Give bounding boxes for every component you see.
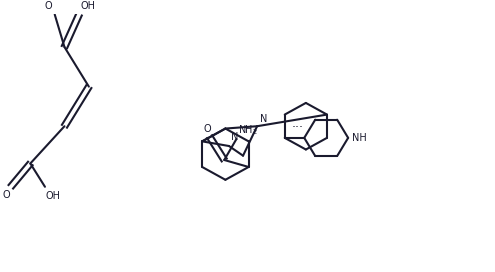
- Text: OH: OH: [80, 1, 95, 11]
- Text: O: O: [45, 1, 52, 11]
- Text: ···: ···: [292, 121, 304, 134]
- Text: N: N: [259, 114, 267, 124]
- Text: NH$_2$: NH$_2$: [238, 123, 258, 137]
- Text: NH: NH: [352, 133, 367, 143]
- Text: OH: OH: [46, 191, 61, 202]
- Text: O: O: [2, 190, 10, 200]
- Text: O: O: [203, 124, 211, 134]
- Text: N: N: [232, 132, 239, 142]
